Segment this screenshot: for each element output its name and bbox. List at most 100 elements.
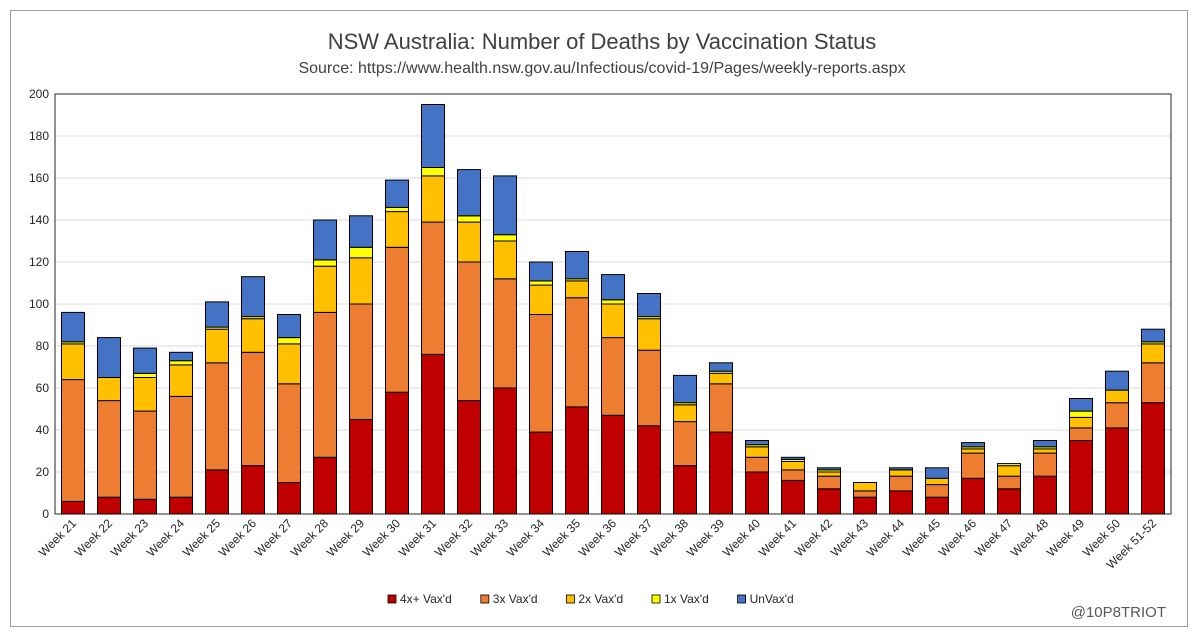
- bar-segment: [492, 234, 518, 242]
- bar-segment: [420, 175, 446, 223]
- legend-label: UnVax'd: [750, 592, 794, 606]
- bars: [60, 104, 1166, 515]
- bar-segment: [348, 215, 374, 248]
- bar-segment: [888, 467, 914, 471]
- bar-segment: [348, 246, 374, 259]
- x-tick-label: Week 24: [144, 516, 187, 559]
- legend-swatch: [480, 594, 490, 604]
- bar-segment: [708, 362, 734, 372]
- bar-segment: [852, 490, 878, 498]
- bar-segment: [420, 353, 446, 515]
- x-tick-label: Week 48: [1008, 516, 1051, 559]
- bar-segment: [744, 446, 770, 458]
- bar-segment: [204, 301, 230, 328]
- bar-segment: [168, 351, 194, 362]
- bar-segment: [672, 374, 698, 404]
- bar-segment: [924, 496, 950, 515]
- bar-segment: [708, 431, 734, 515]
- bar-segment: [888, 490, 914, 515]
- legend: 4x+ Vax'd 3x Vax'd 2x Vax'd 1x Vax'd UnVax'd: [387, 592, 794, 606]
- bar-segment: [1032, 448, 1058, 454]
- bar-segment: [708, 383, 734, 433]
- bar-segment: [1104, 427, 1130, 515]
- bar-segment: [1068, 427, 1094, 441]
- bar-segment: [672, 404, 698, 423]
- bar-segment: [96, 337, 122, 379]
- bar-segment: [276, 314, 302, 339]
- bar-segment: [636, 318, 662, 351]
- bar-segment: [132, 410, 158, 500]
- bar-segment: [60, 343, 86, 381]
- bar-segment: [564, 406, 590, 515]
- x-tick-label: Week 35: [540, 516, 583, 559]
- bar-segment: [456, 400, 482, 515]
- bar-segment: [312, 311, 338, 458]
- watermark-text: @10P8TRIOT: [1071, 604, 1166, 621]
- bar-segment: [600, 299, 626, 305]
- chart-frame: NSW Australia: Number of Deaths by Vacci…: [10, 10, 1188, 627]
- bar-segment: [276, 337, 302, 345]
- bar-segment: [456, 221, 482, 263]
- bar-segment: [456, 215, 482, 223]
- bar-segment: [816, 471, 842, 477]
- x-tick-label: Week 39: [684, 516, 727, 559]
- y-tick-label: 40: [36, 423, 50, 437]
- bar-segment: [384, 179, 410, 208]
- y-tick-label: 20: [36, 465, 50, 479]
- bar-segment: [924, 467, 950, 479]
- bar-segment: [996, 475, 1022, 490]
- y-tick-label: 160: [29, 171, 49, 185]
- bar-segment: [168, 364, 194, 397]
- bar-segment: [276, 343, 302, 385]
- bar-segment: [348, 257, 374, 305]
- bar-segment: [1032, 440, 1058, 448]
- bar-segment: [384, 246, 410, 393]
- x-tick-label: Week 42: [792, 516, 835, 559]
- x-tick-label: Week 22: [72, 516, 115, 559]
- x-tick-label: Week 38: [648, 516, 691, 559]
- x-tick-label: Week 45: [900, 516, 943, 559]
- y-tick-label: 140: [29, 213, 49, 227]
- legend-swatch: [566, 594, 575, 604]
- bar-segment: [168, 395, 194, 498]
- y-tick-label: 120: [29, 255, 49, 269]
- bar-segment: [744, 471, 770, 515]
- x-tick-label: Week 34: [504, 516, 547, 559]
- bar-segment: [996, 488, 1022, 515]
- bar-segment: [96, 496, 122, 515]
- chart-title: NSW Australia: Number of Deaths by Vacci…: [328, 29, 877, 54]
- x-tick-label: Week 46: [936, 516, 979, 559]
- y-axis-ticks: 0 20 40 60 80 100 120 140 160 180 200: [29, 87, 49, 521]
- legend-label: 2x Vax'd: [578, 592, 623, 606]
- bar-segment: [312, 265, 338, 313]
- bar-segment: [1068, 398, 1094, 412]
- x-tick-label: Week 25: [180, 516, 223, 559]
- bar-segment: [780, 461, 806, 471]
- x-tick-label: Week 36: [576, 516, 619, 559]
- bar-segment: [528, 284, 554, 316]
- bar-segment: [456, 261, 482, 402]
- bar-segment: [420, 167, 446, 177]
- bar-segment: [132, 377, 158, 412]
- bar-segment: [600, 303, 626, 339]
- bar-segment: [204, 328, 230, 364]
- bar-segment: [564, 251, 590, 280]
- bar-segment: [888, 469, 914, 477]
- bar-segment: [240, 276, 266, 318]
- x-tick-label: Week 41: [756, 516, 799, 559]
- bar-segment: [60, 379, 86, 502]
- x-tick-label: Week 33: [468, 516, 511, 559]
- x-tick-label: Week 21: [36, 516, 79, 559]
- bar-segment: [924, 484, 950, 498]
- bar-segment: [816, 488, 842, 515]
- bar-segment: [528, 261, 554, 282]
- bar-segment: [888, 475, 914, 492]
- bar-segment: [960, 477, 986, 515]
- bar-segment: [204, 469, 230, 515]
- bar-segment: [852, 496, 878, 515]
- x-tick-label: Week 27: [252, 516, 295, 559]
- bar-segment: [924, 477, 950, 486]
- bar-segment: [168, 360, 194, 366]
- bar-segment: [60, 311, 86, 343]
